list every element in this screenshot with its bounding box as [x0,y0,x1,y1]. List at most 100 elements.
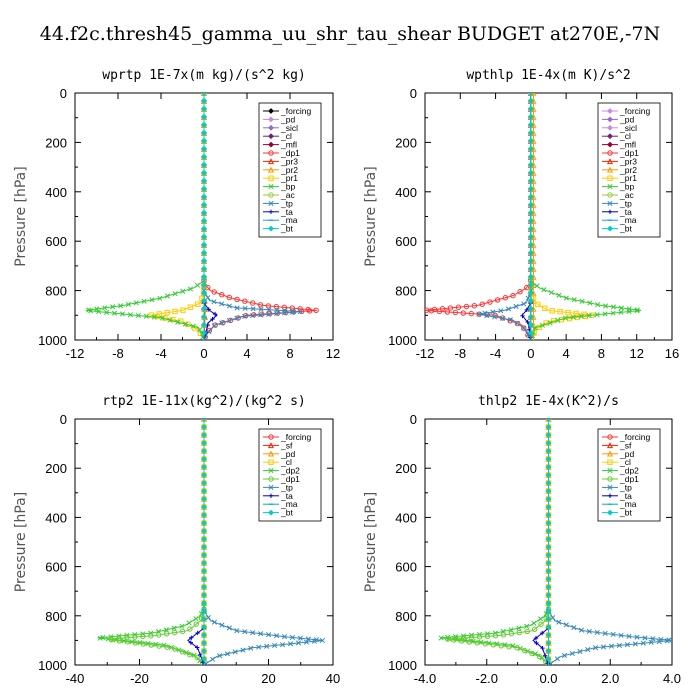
data-point [201,560,207,566]
data-point [219,301,225,307]
data-point [648,639,654,645]
data-point [111,310,118,316]
data-point [234,296,240,303]
data-point [201,234,207,240]
data-point [149,297,155,303]
legend-entry: _tp [280,482,293,492]
x-tick-label: 20 [261,671,275,686]
y-tick-label: 0 [410,86,417,101]
y-tick-label: 400 [45,185,67,200]
data-point [541,287,547,293]
legend-marker [268,133,274,140]
data-point [642,635,648,641]
data-point [232,649,238,655]
data-point [549,308,555,314]
data-point [545,576,552,582]
x-tick-label: 0 [200,671,207,686]
data-point [527,250,534,256]
legend-entry: _pr3 [619,156,637,166]
data-point [545,456,552,462]
data-point [313,307,319,313]
legend-entry: _pd [619,449,634,459]
data-point [201,584,207,590]
data-point [201,154,207,160]
y-tick-label: 800 [45,284,67,299]
data-point [527,330,534,336]
legend-entry: _forcing [619,106,651,116]
y-tick-label: 0 [60,86,67,101]
data-point [219,320,225,326]
data-point [561,652,568,659]
data-point [545,661,551,665]
legend-entry: _forcing [280,106,312,116]
y-tick-label: 1000 [388,333,417,348]
data-point [498,643,504,649]
data-point [556,292,562,298]
data-point [201,520,207,526]
data-point [242,629,248,635]
legend-marker [268,108,274,114]
y-tick-label: 800 [45,609,67,624]
data-point [535,301,541,308]
data-point [201,210,207,216]
x-tick-label: 0 [527,346,534,361]
series-line-bp [85,280,205,340]
data-point [565,309,571,316]
data-point [527,266,534,272]
legend-marker [268,468,274,474]
legend-box [258,428,322,522]
data-point [545,536,552,542]
data-point [539,322,546,328]
data-point [664,638,670,644]
data-point [116,635,122,641]
data-point [201,250,207,256]
data-point [545,584,552,590]
data-point [201,496,207,502]
data-point [626,633,632,639]
data-point [249,300,256,306]
data-point [545,616,552,622]
y-tick-label: 600 [395,234,417,249]
data-point [167,317,173,323]
data-point [542,653,548,658]
data-point [289,309,296,315]
data-point [536,653,543,660]
legend-marker [267,158,275,165]
data-point [287,641,294,647]
data-point [281,310,288,316]
data-point [514,645,520,651]
legend-marker [267,442,275,449]
data-point [201,170,207,176]
data-point [545,504,552,510]
legend-entry: _pr1 [280,173,298,183]
data-point [234,315,240,321]
legend-marker [268,459,274,465]
legend: _forcing_pd_sicl_cl_mfl_dp1_pr3_pr2_pr1_… [258,102,322,238]
data-point [527,274,534,280]
legend-entry: _sf [619,440,632,450]
x-tick-label: 16 [665,346,679,361]
data-point [97,635,103,641]
x-tick-label: -12 [416,346,435,361]
legend-marker [268,200,274,206]
legend-marker [268,476,274,482]
data-point [527,114,534,120]
legend-marker [607,476,613,482]
data-point [297,635,303,641]
data-point [201,93,207,96]
data-point [468,310,474,317]
data-point [96,309,102,315]
data-point [201,480,207,486]
data-point [595,302,601,308]
data-point [266,632,272,638]
data-point [525,319,530,325]
data-point [482,310,488,316]
data-point [578,313,584,319]
legend-marker [268,192,274,198]
series-line-pr1 [150,290,205,340]
data-point [530,93,537,96]
legend-entry: _dp2 [619,466,639,476]
data-point [545,520,552,526]
y-axis-label: Pressure [hPa] [13,166,29,266]
data-point [513,303,519,309]
